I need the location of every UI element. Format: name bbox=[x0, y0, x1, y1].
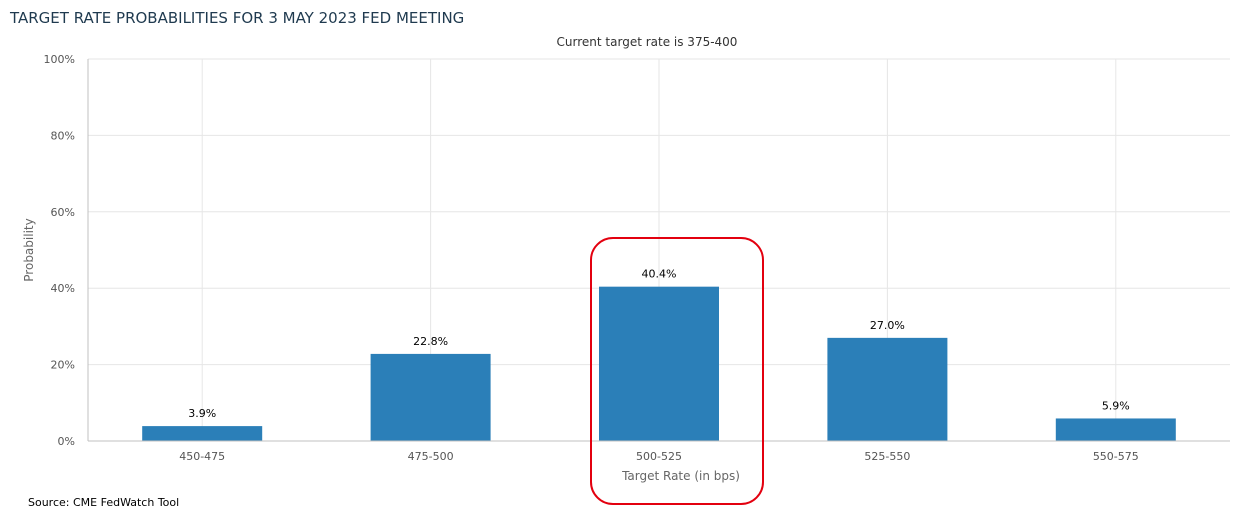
y-tick-label: 20% bbox=[51, 359, 75, 372]
data-label-475-500: 22.8% bbox=[413, 335, 448, 348]
y-tick-label: 0% bbox=[58, 435, 75, 448]
bar-500-525 bbox=[599, 286, 719, 441]
bar-450-475 bbox=[142, 426, 263, 441]
x-tick-label-525-550: 525-550 bbox=[864, 450, 910, 463]
y-axis-title: Probability bbox=[22, 218, 36, 281]
y-tick-label: 80% bbox=[51, 129, 75, 142]
bar-475-500 bbox=[370, 353, 491, 441]
grid-layer bbox=[88, 58, 1230, 441]
chart-title: TARGET RATE PROBABILITIES FOR 3 MAY 2023… bbox=[9, 9, 464, 27]
data-label-525-550: 27.0% bbox=[870, 319, 905, 332]
y-tick-label: 40% bbox=[51, 282, 75, 295]
y-axis-ticks: 0% 20% 40% 60% 80% 100% bbox=[44, 53, 75, 448]
y-tick-label: 60% bbox=[51, 206, 75, 219]
data-label-layer: 3.9% 22.8% 40.4% 27.0% 5.9% bbox=[188, 268, 1130, 420]
chart-subtitle: Current target rate is 375-400 bbox=[557, 35, 738, 49]
x-tick-label-450-475: 450-475 bbox=[179, 450, 225, 463]
x-tick-label-500-525: 500-525 bbox=[636, 450, 682, 463]
data-label-450-475: 3.9% bbox=[188, 407, 216, 420]
data-label-500-525: 40.4% bbox=[642, 268, 677, 281]
y-tick-label: 100% bbox=[44, 53, 75, 66]
highlight-annotation-box bbox=[590, 237, 764, 505]
source-note: Source: CME FedWatch Tool bbox=[28, 496, 179, 509]
bar-525-550 bbox=[827, 337, 948, 441]
x-tick-label-550-575: 550-575 bbox=[1093, 450, 1139, 463]
x-axis-title: Target Rate (in bps) bbox=[621, 469, 740, 483]
x-tick-label-475-500: 475-500 bbox=[408, 450, 454, 463]
x-axis-ticks: 450-475 475-500 500-525 525-550 550-575 bbox=[179, 450, 1139, 463]
data-label-550-575: 5.9% bbox=[1102, 399, 1130, 412]
bar-layer bbox=[142, 286, 1176, 441]
bar-550-575 bbox=[1055, 418, 1176, 441]
